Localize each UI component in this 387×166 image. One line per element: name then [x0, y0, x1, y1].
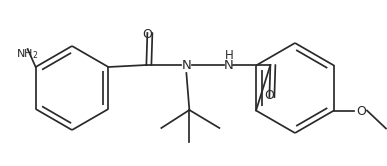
- Text: O: O: [356, 105, 366, 118]
- Text: N: N: [224, 59, 233, 73]
- Text: N: N: [182, 59, 191, 73]
- Text: NH$_2$: NH$_2$: [16, 47, 39, 61]
- Text: H: H: [225, 49, 234, 62]
- Text: O: O: [142, 28, 152, 41]
- Text: O: O: [264, 89, 274, 102]
